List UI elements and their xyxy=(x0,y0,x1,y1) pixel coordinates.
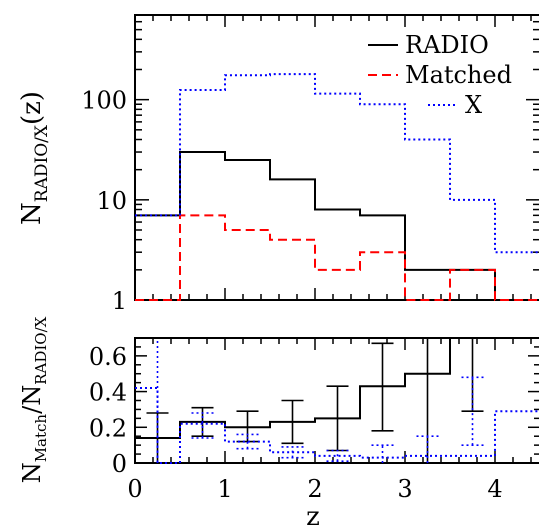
top-series-matched xyxy=(135,214,539,301)
top-y-axis-label: NRADIO/X(z) xyxy=(17,91,52,225)
bottom-y-axis-label-den: N xyxy=(18,385,46,406)
error-bar-x xyxy=(236,433,259,450)
bottom-y-axis-label: NMatch/NRADIO/X xyxy=(18,316,50,483)
legend: RADIO Matched X xyxy=(368,31,512,119)
bottom-y-tick-label: 0 xyxy=(112,450,127,478)
bottom-y-axis-label-den-subscript: RADIO/X xyxy=(32,316,50,384)
bottom-y-axis-label-num-subscript: Match xyxy=(32,414,50,463)
error-bar-x xyxy=(191,412,214,439)
top-y-tick-label: 100 xyxy=(81,87,127,115)
x-tick-label: 2 xyxy=(307,475,322,503)
bottom-series-radio xyxy=(135,337,495,439)
top-panel: 1 10 100 RADIO Matched X NRADIO/X(z) xyxy=(17,14,539,315)
error-bar-x xyxy=(326,449,349,463)
bottom-y-tick-label: 0.2 xyxy=(89,414,127,442)
legend-label-radio: RADIO xyxy=(405,31,489,59)
legend-label-x: X xyxy=(465,91,482,119)
top-series xyxy=(135,73,539,301)
top-y-tick-label: 1 xyxy=(112,287,127,315)
top-y-tick-label: 10 xyxy=(96,187,127,215)
error-bar-x xyxy=(371,444,394,463)
x-tick-label: 4 xyxy=(487,475,502,503)
x-tick-label: 0 xyxy=(127,475,142,503)
legend-label-matched: Matched xyxy=(405,61,512,89)
top-series-radio xyxy=(135,151,539,301)
bottom-panel: 00.20.40.60 1 2 3 4 NMatch/NRADIO/X z xyxy=(18,316,539,527)
bottom-y-tick-label: 0.6 xyxy=(89,343,127,371)
error-bar-x xyxy=(461,376,484,446)
error-bar-radio xyxy=(461,338,484,413)
bottom-series xyxy=(135,337,539,464)
error-bar-radio xyxy=(281,399,304,445)
top-y-axis-label-main: N xyxy=(17,202,47,225)
x-tick-label: 1 xyxy=(217,475,232,503)
bottom-tick-labels: 0 0.2 0.4 0.6 0 1 2 3 4 xyxy=(89,343,503,503)
error-bar-x xyxy=(416,435,439,463)
top-tick-labels: 1 10 100 xyxy=(81,87,127,315)
bottom-ticks xyxy=(134,337,539,464)
error-bar-radio xyxy=(371,342,394,432)
bottom-series-x xyxy=(135,387,539,464)
top-y-axis-label-subscript: RADIO/X xyxy=(32,124,52,202)
top-y-axis-label-tail: (z) xyxy=(17,91,47,125)
x-axis-label: z xyxy=(306,502,320,527)
bottom-y-axis-label-num: N xyxy=(18,462,46,483)
x-tick-label: 3 xyxy=(397,475,412,503)
bottom-y-axis-label-slash: / xyxy=(18,405,46,414)
top-plot-frame xyxy=(134,14,539,301)
bottom-y-tick-label: 0.4 xyxy=(89,379,127,407)
error-bar-x xyxy=(281,446,304,459)
